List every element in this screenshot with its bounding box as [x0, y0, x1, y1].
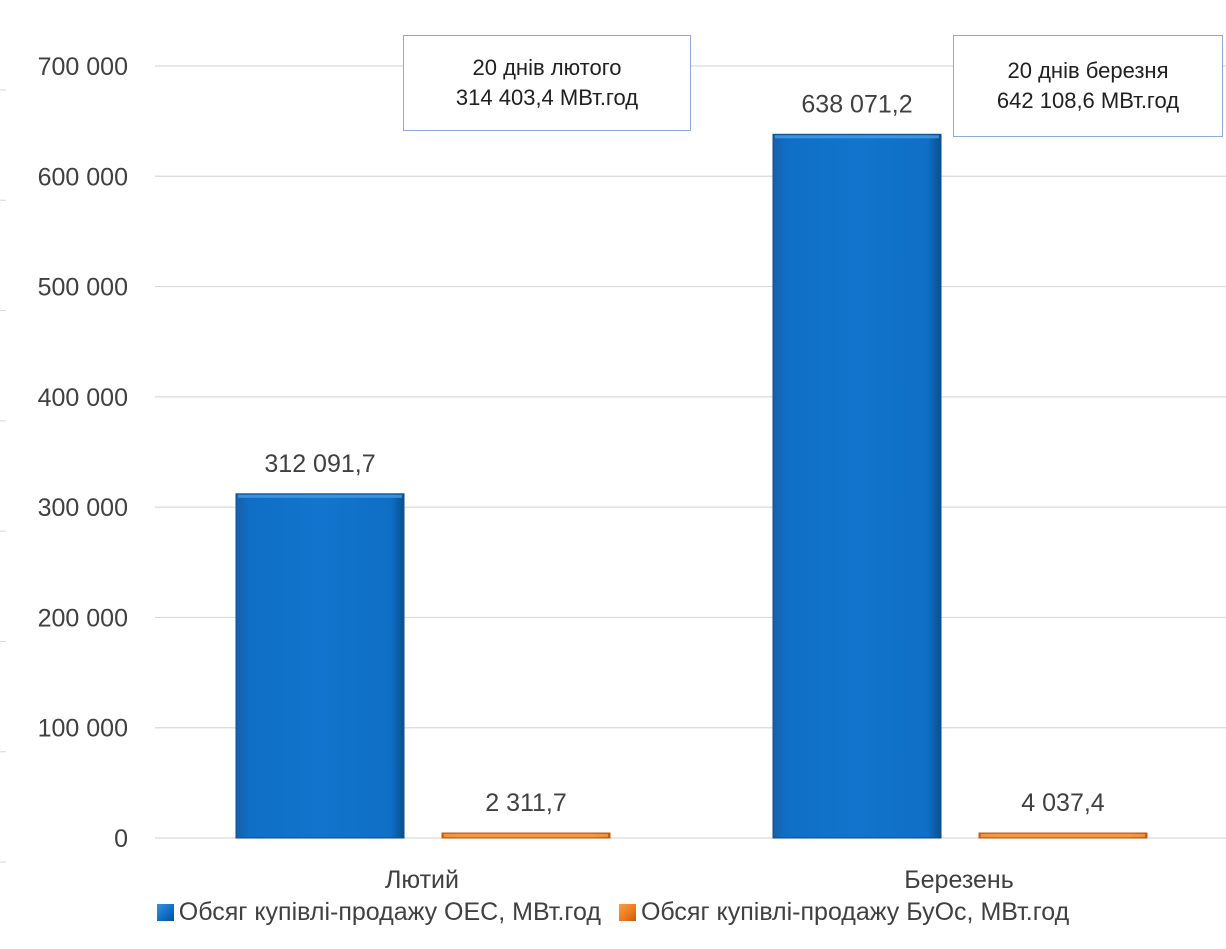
- legend: Обсяг купівлі-продажу ОЕС, МВт.год Обсяг…: [0, 898, 1226, 927]
- legend-item-oes: Обсяг купівлі-продажу ОЕС, МВт.год: [156, 898, 601, 927]
- data-label-oes-february: 312 091,7: [264, 450, 375, 478]
- annotation-february: 20 днів лютого 314 403,4 МВт.год: [403, 35, 691, 131]
- annotation-march-line2: 642 108,6 МВт.год: [996, 88, 1180, 113]
- annotation-february-line1: 20 днів лютого: [472, 55, 622, 80]
- legend-label-buos: Обсяг купівлі-продажу БуОс, МВт.год: [640, 898, 1070, 926]
- legend-item-buos: Обсяг купівлі-продажу БуОс, МВт.год: [618, 898, 1070, 927]
- y-tick-label: 200 000: [38, 604, 128, 632]
- y-tick-label: 300 000: [38, 494, 128, 522]
- bar-oes-march: [772, 133, 942, 839]
- annotation-march-line1: 20 днів березня: [1007, 58, 1169, 83]
- y-tick-label: 700 000: [38, 53, 128, 81]
- bar-highlight: [444, 834, 608, 837]
- legend-label-oes: Обсяг купівлі-продажу ОЕС, МВт.год: [178, 898, 601, 926]
- bar-highlight: [775, 135, 939, 139]
- y-tick-label: 100 000: [38, 715, 128, 743]
- data-label-buos-march: 4 037,4: [1021, 789, 1105, 817]
- y-tick-label: 500 000: [38, 274, 128, 302]
- annotation-march: 20 днів березня 642 108,6 МВт.год: [953, 35, 1223, 137]
- y-tick-label: 400 000: [38, 384, 128, 412]
- data-label-oes-march: 638 071,2: [801, 90, 912, 118]
- bar-highlight: [238, 494, 402, 498]
- legend-swatch-buos: [618, 904, 636, 921]
- bar-highlight: [981, 834, 1145, 837]
- x-category-label-march: Березень: [904, 866, 1014, 894]
- data-label-buos-february: 2 311,7: [485, 789, 567, 817]
- legend-swatch-oes: [156, 904, 174, 921]
- y-tick-label: 600 000: [38, 163, 128, 191]
- y-tick-label: 0: [114, 825, 128, 853]
- x-category-label-february: Лютий: [385, 866, 459, 894]
- bar-oes-february: [235, 493, 405, 839]
- annotation-february-line2: 314 403,4 МВт.год: [455, 85, 639, 110]
